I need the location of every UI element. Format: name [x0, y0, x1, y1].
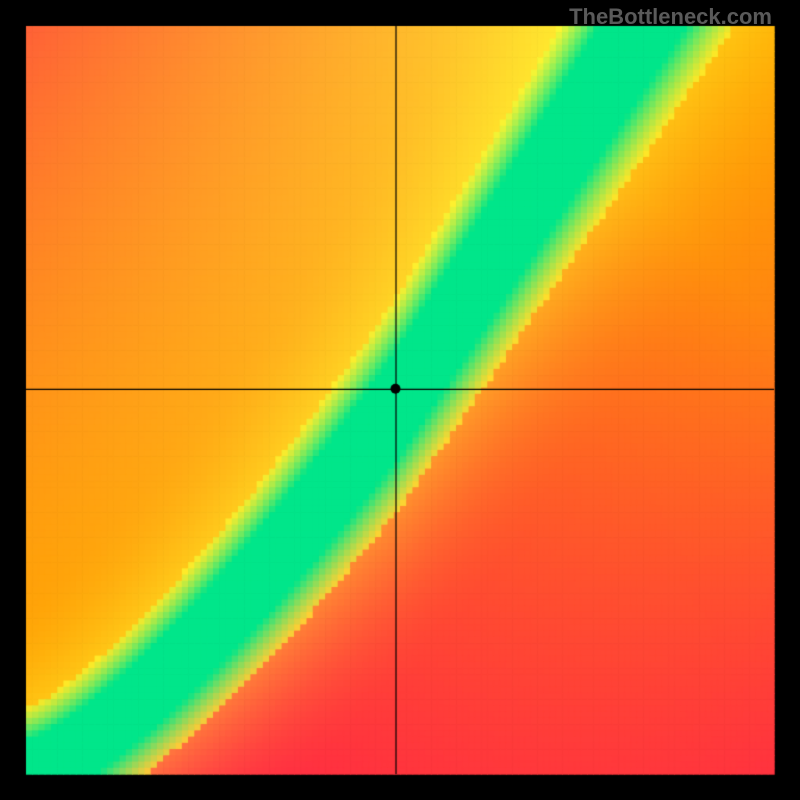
bottleneck-heatmap	[0, 0, 800, 800]
watermark-text: TheBottleneck.com	[569, 4, 772, 30]
